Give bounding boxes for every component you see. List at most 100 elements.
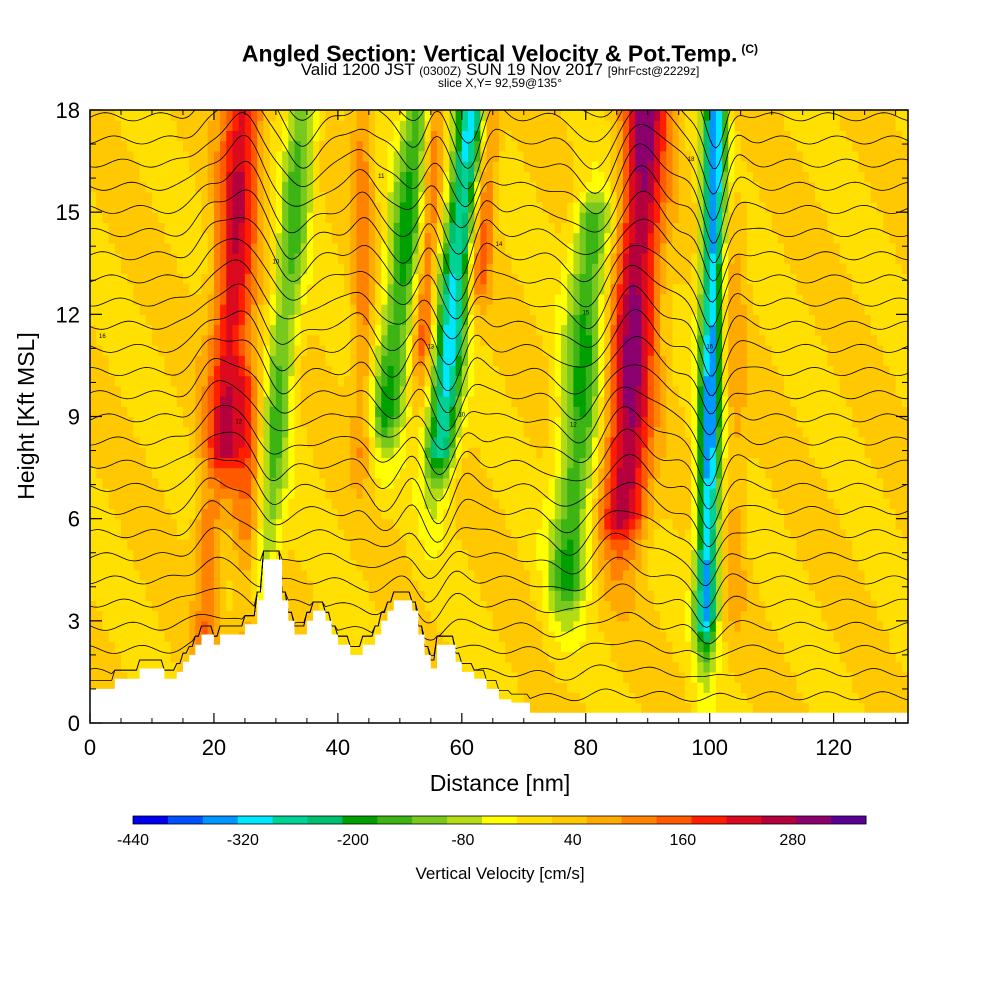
- field-cell: [443, 436, 450, 448]
- field-cell: [561, 293, 568, 305]
- field-cell: [300, 385, 308, 397]
- field-cell: [468, 314, 475, 326]
- field-cell: [523, 140, 531, 152]
- field-cell: [269, 488, 277, 499]
- field-cell: [381, 150, 389, 162]
- field-cell: [567, 661, 574, 673]
- field-cell: [530, 273, 537, 285]
- field-cell: [455, 620, 463, 632]
- field-cell: [350, 518, 358, 530]
- field-cell: [170, 661, 178, 673]
- field-cell: [96, 457, 103, 469]
- field-cell: [325, 498, 333, 509]
- field-cell: [511, 150, 519, 162]
- field-cell: [492, 426, 500, 438]
- field-cell: [399, 150, 407, 162]
- field-cell: [244, 130, 252, 142]
- field-cell: [554, 406, 562, 418]
- field-cell: [213, 191, 221, 203]
- field-cell: [158, 120, 165, 131]
- field-cell: [344, 590, 351, 601]
- field-cell: [430, 467, 438, 479]
- field-cell: [288, 549, 296, 561]
- field-cell: [114, 191, 122, 203]
- field-cell: [418, 436, 426, 448]
- field-cell: [437, 559, 444, 571]
- field-cell: [412, 334, 419, 346]
- field-cell: [480, 508, 488, 520]
- field-cell: [536, 355, 543, 366]
- field-cell: [226, 324, 234, 336]
- field-cell: [189, 150, 196, 162]
- field-cell: [90, 396, 97, 407]
- field-cell: [108, 426, 116, 438]
- field-cell: [530, 334, 537, 346]
- field-cell: [96, 436, 103, 448]
- field-cell: [176, 457, 184, 469]
- field-cell: [201, 488, 209, 499]
- field-cell: [96, 181, 103, 193]
- field-cell: [517, 396, 525, 407]
- field-cell: [536, 222, 543, 234]
- field-cell: [337, 314, 345, 326]
- field-cell: [344, 477, 351, 489]
- field-cell: [244, 201, 252, 213]
- field-cell: [325, 345, 333, 356]
- field-cell: [207, 590, 215, 601]
- field-cell: [226, 120, 234, 131]
- field-cell: [511, 345, 519, 356]
- field-cell: [523, 324, 531, 336]
- field-cell: [176, 232, 184, 244]
- field-cell: [542, 692, 550, 704]
- field-cell: [406, 273, 413, 285]
- field-cell: [170, 191, 178, 203]
- field-cell: [517, 385, 525, 397]
- field-cell: [90, 549, 97, 561]
- field-cell: [554, 283, 562, 295]
- field-cell: [424, 222, 432, 234]
- field-cell: [220, 191, 227, 203]
- field-cell: [517, 130, 525, 142]
- field-cell: [90, 682, 97, 693]
- field-cell: [468, 620, 475, 632]
- field-cell: [393, 273, 401, 285]
- field-cell: [325, 365, 333, 377]
- field-cell: [437, 457, 444, 469]
- field-cell: [424, 273, 432, 285]
- field-cell: [251, 477, 258, 489]
- field-cell: [331, 488, 339, 499]
- field-cell: [158, 528, 165, 540]
- field-cell: [213, 620, 221, 632]
- field-cell: [517, 620, 525, 632]
- field-cell: [238, 314, 246, 326]
- field-cell: [486, 569, 494, 581]
- field-cell: [368, 498, 376, 509]
- field-cell: [282, 365, 289, 377]
- field-cell: [251, 396, 258, 407]
- field-cell: [263, 273, 271, 285]
- field-cell: [90, 467, 97, 479]
- field-cell: [213, 171, 221, 183]
- field-cell: [362, 569, 370, 581]
- field-cell: [418, 293, 426, 305]
- field-cell: [170, 171, 178, 183]
- field-cell: [337, 253, 345, 264]
- field-cell: [492, 488, 500, 499]
- field-cell: [561, 682, 568, 693]
- field-cell: [189, 620, 196, 632]
- field-cell: [114, 416, 122, 428]
- field-cell: [170, 293, 178, 305]
- field-cell: [375, 549, 382, 561]
- field-cell: [344, 324, 351, 336]
- field-cell: [325, 212, 333, 223]
- field-cell: [468, 232, 475, 244]
- field-cell: [567, 569, 574, 581]
- field-cell: [319, 600, 327, 612]
- field-cell: [598, 559, 605, 571]
- field-cell: [424, 120, 432, 131]
- field-cell: [114, 365, 122, 377]
- field-cell: [573, 334, 581, 346]
- field-cell: [96, 559, 103, 571]
- field-cell: [449, 610, 457, 622]
- field-cell: [412, 467, 419, 479]
